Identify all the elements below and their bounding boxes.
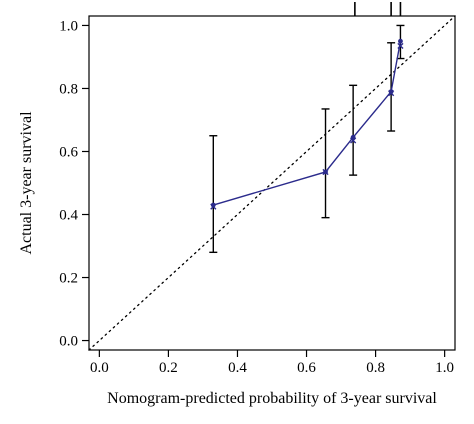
y-tick-label: 1.0 xyxy=(59,18,78,34)
x-tick-label: 0.8 xyxy=(366,360,385,376)
y-tick-label: 0.6 xyxy=(59,144,78,160)
x-axis-title: Nomogram-predicted probability of 3-year… xyxy=(107,390,437,407)
y-axis: 0.0 0.2 0.4 0.6 0.8 1.0 xyxy=(59,18,89,350)
y-tick-label: 0.4 xyxy=(59,208,78,224)
calibration-line xyxy=(213,41,402,206)
data-point xyxy=(398,38,403,44)
x-tick-label: 0.2 xyxy=(159,360,178,376)
x-tick-label: 0.6 xyxy=(297,360,316,376)
reference-diagonal xyxy=(88,15,456,351)
top-rug xyxy=(354,2,402,16)
plot-frame xyxy=(88,15,456,351)
cross-marker xyxy=(210,203,217,210)
cross-marker xyxy=(397,42,404,50)
x-tick-label: 0.0 xyxy=(90,360,109,376)
y-axis-title: Actual 3-year survival xyxy=(18,111,35,255)
cross-marker xyxy=(322,168,329,176)
y-tick-label: 0.2 xyxy=(59,271,78,287)
cross-marker xyxy=(350,137,357,144)
x-tick-label: 1.0 xyxy=(435,360,454,376)
error-bars xyxy=(209,24,405,254)
calibration-series xyxy=(210,38,404,210)
x-tick-label: 0.4 xyxy=(228,360,247,376)
cross-marker xyxy=(388,90,395,97)
y-tick-label: 0.8 xyxy=(59,81,78,97)
x-axis: 0.0 0.2 0.4 0.6 0.8 1.0 xyxy=(90,350,454,376)
reference-line xyxy=(88,15,456,351)
y-tick-label: 0.0 xyxy=(59,334,78,350)
